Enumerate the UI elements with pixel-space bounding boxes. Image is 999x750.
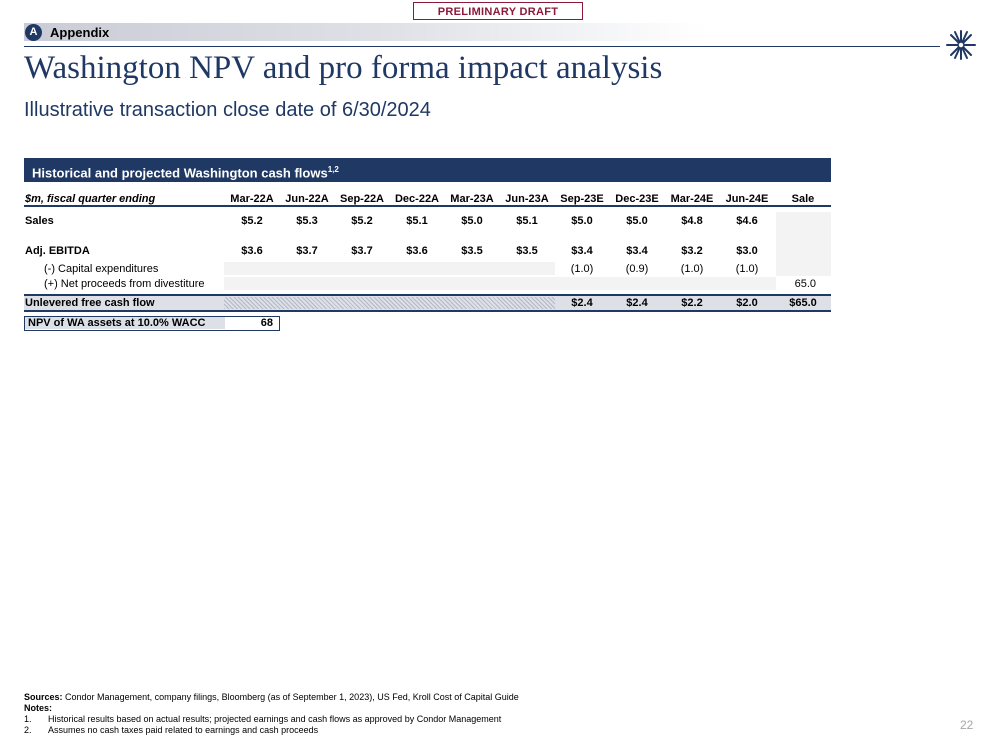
note-text: Historical results based on actual resul… [48,714,502,724]
column-header: Mar-24E [670,193,714,205]
sales-cell: $5.1 [516,215,538,227]
column-header: Jun-23A [505,193,549,205]
ufcf-hatch [224,297,555,309]
header-rule [24,46,940,47]
npv-value: 68 [260,317,273,329]
sales-cell: $5.0 [626,215,648,227]
column-header: Sep-22A [339,193,385,205]
ufcf-cell: $2.4 [571,297,593,309]
page-title: Washington NPV and pro forma impact anal… [24,50,663,86]
sales-cell: $5.3 [296,215,318,227]
sales-cell: $4.6 [736,215,758,227]
section-header: Historical and projected Washington cash… [24,158,831,182]
capex-row-shade [224,262,555,275]
column-header: Jun-24E [725,193,769,205]
ebitda-cell: $3.2 [681,245,703,257]
column-header: Sale [791,193,815,205]
condor-logo-icon [946,30,976,60]
page-subtitle: Illustrative transaction close date of 6… [24,99,431,121]
section-footnote: 1,2 [327,165,339,174]
sources-label: Sources: [24,692,63,702]
sales-cell: $5.2 [351,215,373,227]
ebitda-cell: $3.7 [351,245,373,257]
ebitda-cell: $3.0 [736,245,758,257]
table-header-rule [24,205,831,207]
ebitda-cell: $3.7 [296,245,318,257]
column-header: Mar-22A [230,193,274,205]
capex-cell: (0.9) [625,263,649,275]
note-number: 2. [24,725,32,735]
ufcf-cell: $2.2 [681,297,703,309]
ufcf-cell: $2.0 [736,297,758,309]
capex-cell: (1.0) [680,263,704,275]
capex-label: (-) Capital expenditures [44,263,159,275]
column-header: Mar-23A [450,193,494,205]
table-header-label: $m, fiscal quarter ending [25,193,156,205]
appendix-badge: A [25,24,42,41]
appendix-label: Appendix [50,25,110,40]
ebitda-cell: $3.5 [516,245,538,257]
page-number: 22 [960,718,974,732]
column-header: Dec-22A [394,193,440,205]
ebitda-cell: $3.6 [241,245,263,257]
ebitda-label: Adj. EBITDA [25,245,90,257]
section-title: Historical and projected Washington cash… [32,165,328,181]
ufcf-top-rule [24,294,831,296]
ufcf-label: Unlevered free cash flow [25,297,155,309]
capex-cell: (1.0) [735,263,759,275]
ebitda-cell: $3.4 [571,245,593,257]
proceeds-cell: 65.0 [794,278,816,290]
note-number: 1. [24,714,32,724]
sales-cell: $4.8 [681,215,703,227]
note-text: Assumes no cash taxes paid related to ea… [48,725,319,735]
sales-cell: $5.0 [571,215,593,227]
preliminary-draft-label: PRELIMINARY DRAFT [413,2,583,20]
npv-box: NPV of WA assets at 10.0% WACC 68 [24,316,280,331]
capex-cell: (1.0) [570,263,594,275]
sales-cell: $5.0 [461,215,483,227]
ebitda-cell: $3.5 [461,245,483,257]
column-header: Dec-23E [615,193,659,205]
column-header: Jun-22A [285,193,329,205]
ufcf-cell: $2.4 [626,297,648,309]
notes-label: Notes: [24,703,53,713]
sources-text: Condor Management, company filings, Bloo… [65,692,519,702]
npv-label: NPV of WA assets at 10.0% WACC [25,317,225,329]
sales-label: Sales [25,215,54,227]
ufcf-cell: $65.0 [789,297,817,309]
sales-cell: $5.2 [241,215,263,227]
proceeds-row-shade [224,277,776,290]
sales-cell: $5.1 [406,215,428,227]
appendix-bar [24,23,934,41]
ufcf-bottom-rule [24,310,831,312]
sale-column-shade [776,212,831,276]
sources-notes: Sources: Condor Management, company fili… [24,692,519,736]
ebitda-cell: $3.6 [406,245,428,257]
proceeds-label: (+) Net proceeds from divestiture [44,278,205,290]
ebitda-cell: $3.4 [626,245,648,257]
column-header: Sep-23E [560,193,604,205]
